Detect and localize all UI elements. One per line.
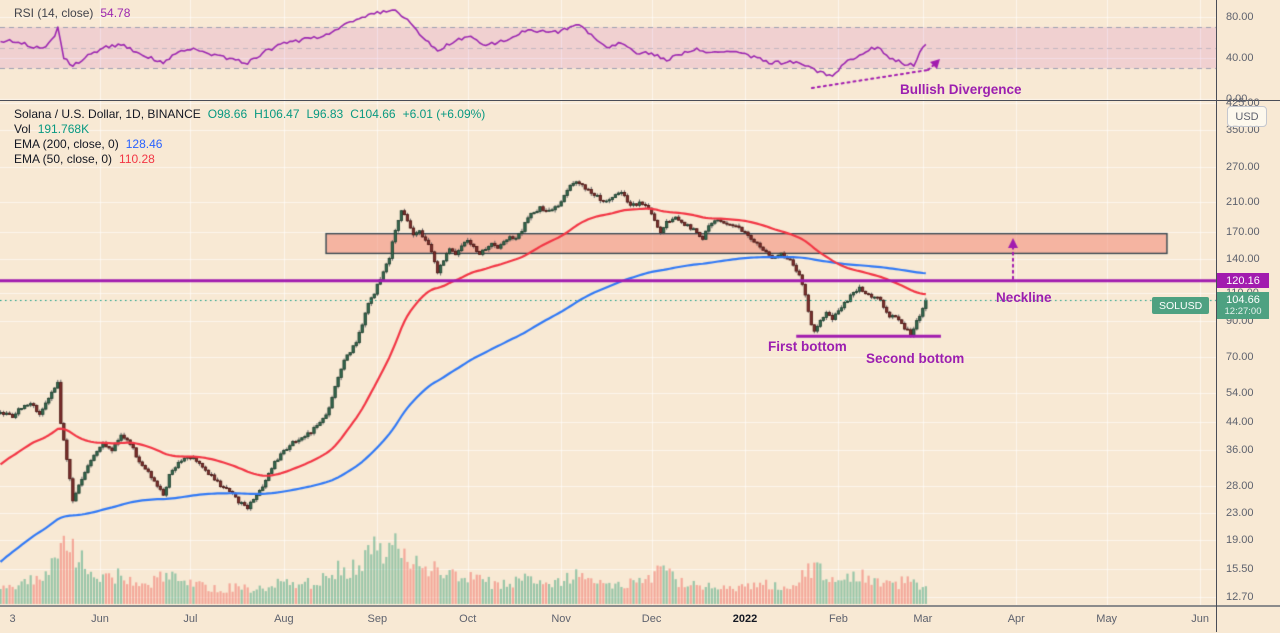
time-axis-label-3: 3 (9, 613, 16, 625)
volume-row: Vol 191.768K (14, 122, 492, 137)
ema200-value: 128.46 (125, 137, 163, 151)
time-axis-label-feb: Feb (828, 613, 848, 625)
price-axis-tick: 70.00 (1226, 350, 1254, 363)
bullish-divergence-label[interactable]: Bullish Divergence (900, 82, 1022, 97)
time-axis-separator[interactable] (0, 605, 1280, 607)
rsi-legend-label: RSI (14, close) (14, 6, 94, 20)
volume-label: Vol (14, 122, 31, 136)
ema50-row: EMA (50, close, 0) 110.28 (14, 152, 492, 167)
change-value: +6.01 (+6.09%) (402, 107, 486, 121)
price-axis-tick: 350.00 (1226, 124, 1260, 137)
bar-countdown: 12:27:00 (1224, 305, 1262, 317)
pane-separator[interactable] (0, 100, 1280, 101)
open-value: O98.66 (207, 107, 248, 121)
price-axis-tick: 170.00 (1226, 225, 1260, 238)
rsi-axis-tick: 40.00 (1226, 52, 1254, 64)
currency-badge[interactable]: USD (1227, 106, 1267, 127)
first-bottom-label[interactable]: First bottom (768, 339, 847, 354)
time-axis[interactable]: 3 Jun Jul Aug Sep Oct Nov Dec 2022 Feb Mar Apr May Ju… (0, 607, 1280, 633)
price-axis-tick: 270.00 (1226, 160, 1260, 173)
close-value: C104.66 (350, 107, 396, 121)
time-axis-label-apr: Apr (1007, 613, 1025, 625)
price-axis-tick: 44.00 (1226, 416, 1254, 429)
symbol-price-label-badge: SOLUSD (1152, 297, 1210, 314)
price-axis-tick: 36.00 (1226, 444, 1254, 457)
rsi-axis-tick: 0.00 (1226, 93, 1248, 105)
time-axis-label-dec: Dec (641, 613, 662, 625)
low-value: L96.83 (306, 107, 344, 121)
bottom-margin (0, 633, 1280, 640)
price-axis-tick: 210.00 (1226, 196, 1260, 209)
price-axis[interactable]: 12.70 15.50 19.00 23.00 28.00 36.00 44.00 54.00… (1217, 0, 1280, 632)
time-axis-label-mar: Mar (913, 613, 933, 625)
ema200-row: EMA (200, close, 0) 128.46 (14, 137, 492, 152)
time-axis-label-jun: Jun (91, 613, 109, 625)
neckline-label[interactable]: Neckline (996, 290, 1052, 305)
time-axis-label-oct: Oct (459, 613, 477, 625)
price-axis-tick: 28.00 (1226, 479, 1254, 492)
neckline-price-badge: 120.16 (1217, 273, 1269, 289)
last-price-value: 104.66 (1226, 293, 1260, 306)
second-bottom-label[interactable]: Second bottom (866, 351, 965, 366)
price-axis-separator[interactable] (1216, 0, 1217, 632)
price-axis-tick: 12.70 (1226, 591, 1254, 603)
price-axis-tick: 140.00 (1226, 253, 1260, 266)
rsi-indicator-legend[interactable]: RSI (14, close) 54.78 (14, 6, 130, 20)
rsi-legend-value: 54.78 (100, 6, 131, 20)
time-axis-label-jul: Jul (183, 613, 198, 625)
time-axis-label-sep: Sep (367, 613, 388, 625)
price-axis-tick: 23.00 (1226, 507, 1254, 520)
symbol-legend[interactable]: Solana / U.S. Dollar, 1D, BINANCE O98.66 H… (14, 107, 492, 167)
ohlc-row: Solana / U.S. Dollar, 1D, BINANCE O98.66 H… (14, 107, 492, 122)
last-price-badge: 104.66 12:27:00 (1217, 292, 1269, 320)
time-axis-label-jun: Jun (1191, 613, 1209, 625)
rsi-axis-tick: 80.00 (1226, 11, 1254, 23)
symbol-title: Solana / U.S. Dollar, 1D, BINANCE (14, 107, 201, 121)
price-axis-tick: 19.00 (1226, 534, 1254, 547)
time-axis-label-aug: Aug (274, 613, 294, 625)
price-axis-tick: 15.50 (1226, 562, 1254, 575)
ema200-label: EMA (200, close, 0) (14, 137, 119, 151)
chart-canvas[interactable] (0, 0, 1216, 632)
time-axis-label-may: May (1096, 613, 1118, 625)
ema50-label: EMA (50, close, 0) (14, 152, 113, 166)
ema50-value: 110.28 (119, 152, 155, 166)
high-value: H106.47 (254, 107, 300, 121)
time-axis-label-nov: Nov (551, 613, 571, 625)
time-axis-label-2022: 2022 (732, 613, 758, 625)
volume-value: 191.768K (37, 122, 90, 136)
price-axis-tick: 54.00 (1226, 387, 1254, 400)
